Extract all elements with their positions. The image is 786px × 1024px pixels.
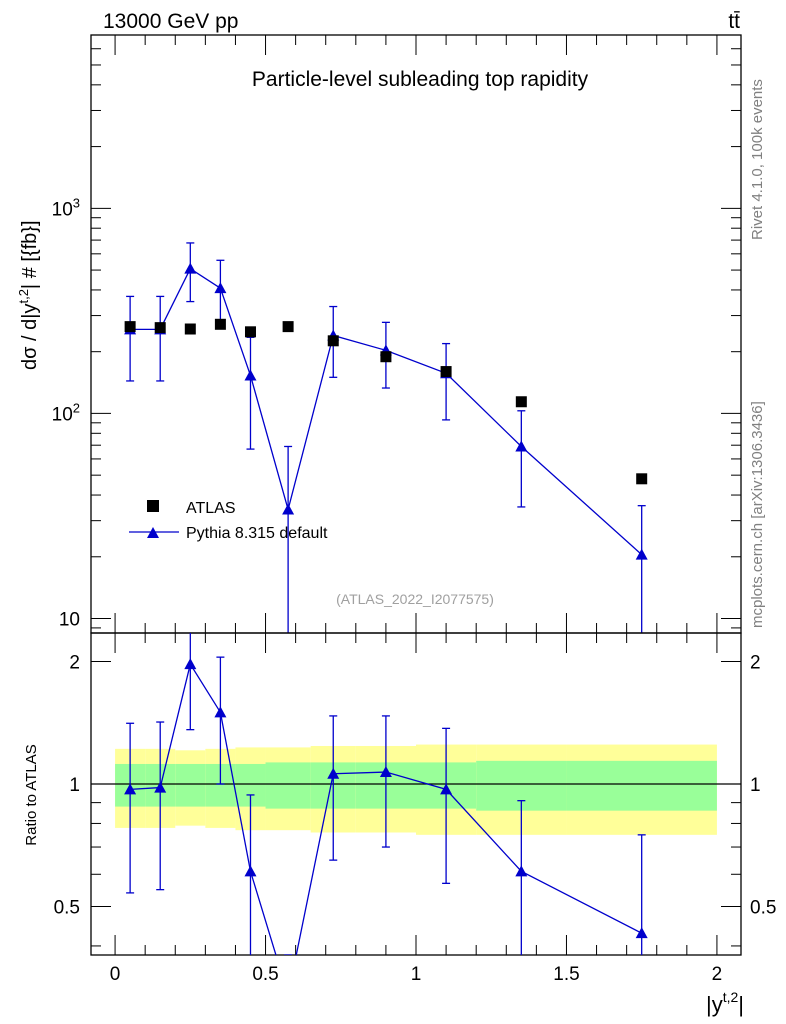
pythia-point [184, 262, 197, 274]
atlas-point [154, 322, 166, 334]
ratio-axis-label: Ratio to ATLAS [23, 744, 40, 845]
chart-title: Particle-level subleading top rapidity [252, 68, 589, 91]
svg-text:dσ / d|yt,2| # [{fb}]: dσ / d|yt,2| # [{fb}] [16, 220, 41, 370]
atlas-point [282, 321, 294, 333]
ratio-point [184, 658, 197, 670]
main-panel-ticks: 10 102 103 [52, 34, 741, 633]
ratio-point [327, 767, 340, 779]
x-axis-label: |yt,2| [706, 989, 744, 1017]
y-label-part2: | # [{fb}] [19, 220, 41, 289]
header-energy-label: 13000 GeV pp [103, 10, 238, 33]
ratio-inner-band [566, 760, 717, 811]
ratio-series-line [130, 662, 642, 955]
x-label-sup: t,2 [723, 989, 739, 1005]
atlas-point [214, 318, 226, 330]
ratio-tick-label: 0.5 [54, 897, 80, 918]
ratio-tick-label-right: 2 [750, 653, 761, 674]
y-tick-label: 10 [59, 610, 80, 631]
header-process-label: tt̄ [728, 10, 740, 33]
pythia-point [635, 548, 648, 560]
pythia-point [515, 440, 528, 452]
ratio-panel-bands [115, 744, 717, 835]
atlas-point [636, 473, 648, 485]
atlas-point [244, 326, 256, 338]
ratio-point [154, 781, 167, 793]
ratio-point [124, 783, 137, 795]
ratio-tick-label-right: 1 [750, 775, 761, 796]
atlas-point [515, 396, 527, 408]
y-tick-label: 102 [52, 400, 80, 425]
x-tick-label: 0.5 [252, 964, 278, 985]
ratio-tick-label-right: 0.5 [750, 897, 776, 918]
atlas-point [380, 351, 392, 363]
ratio-point [515, 865, 528, 877]
pythia-point [214, 282, 227, 294]
pythia-point [282, 503, 295, 515]
legend-atlas-marker [147, 500, 159, 512]
ratio-panel-data [91, 633, 741, 955]
y-axis-label: dσ / d|yt,2| # [{fb}] [16, 220, 41, 370]
ratio-panel-ticks: 0 0.5 1 1.5 2 0.5 0.5 1 1 2 2 [54, 633, 776, 985]
legend-pythia-label: Pythia 8.315 default [186, 525, 328, 542]
mcplots-credit-label: mcplots.cern.ch [arXiv:1306.3436] [749, 401, 766, 628]
x-tick-label: 1.5 [553, 964, 579, 985]
y-label-part1: dσ / d|y [19, 304, 41, 370]
x-tick-label: 1 [411, 964, 422, 985]
main-panel-data [124, 242, 648, 633]
ratio-point [635, 927, 648, 939]
ratio-tick-label: 2 [69, 653, 80, 674]
x-label-part1: |y [706, 992, 723, 1017]
ratio-inner-band [265, 762, 311, 809]
x-tick-label: 2 [712, 964, 723, 985]
atlas-point [184, 323, 196, 335]
analysis-watermark: (ATLAS_2022_I2077575) [336, 591, 494, 607]
x-label-part2: | [738, 992, 744, 1017]
ratio-inner-band [175, 763, 206, 807]
ratio-tick-label: 1 [69, 775, 80, 796]
svg-text:|yt,2|: |yt,2| [706, 989, 744, 1017]
atlas-point [440, 366, 452, 378]
x-tick-label: 0 [110, 964, 121, 985]
ratio-series-group [124, 633, 648, 955]
legend: ATLAS Pythia 8.315 default [129, 500, 328, 542]
ratio-point [379, 766, 392, 778]
legend-atlas-label: ATLAS [186, 500, 236, 517]
y-tick-label: 103 [52, 195, 80, 220]
legend-pythia-marker [147, 527, 159, 538]
rivet-version-label: Rivet 4.1.0, 100k events [749, 79, 766, 240]
ratio-point [214, 706, 227, 718]
atlas-point [327, 335, 339, 347]
ratio-point [440, 783, 453, 795]
pythia-point [244, 369, 257, 381]
y-label-sup: t,2 [16, 289, 31, 303]
ratio-point [244, 865, 257, 877]
atlas-point [124, 321, 136, 333]
